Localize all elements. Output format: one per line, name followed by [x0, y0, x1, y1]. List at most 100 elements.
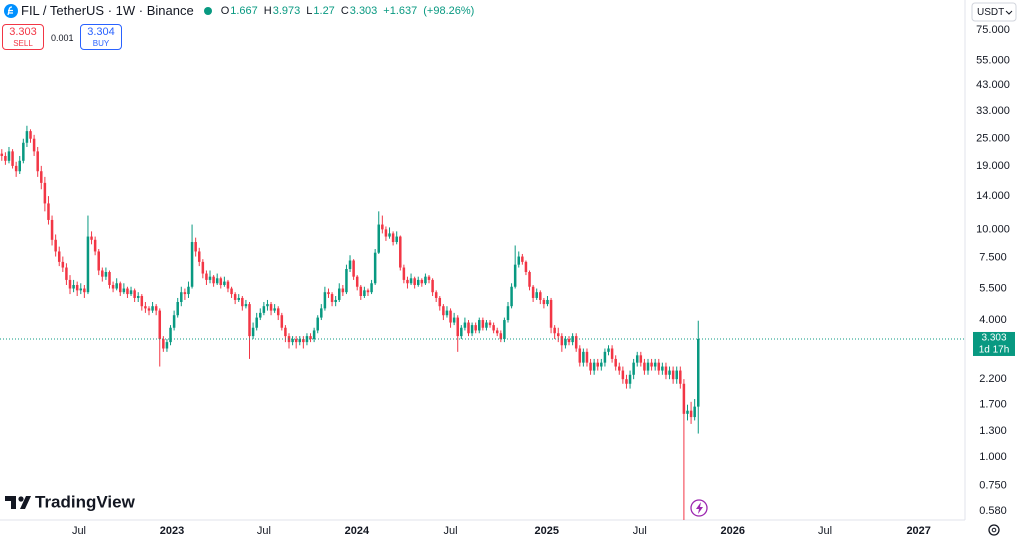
candle-body: [201, 261, 205, 274]
candle-body: [133, 290, 136, 298]
candle-body: [212, 276, 215, 284]
candle-body: [276, 308, 280, 316]
candle-body: [154, 306, 158, 311]
candle-body: [273, 308, 276, 311]
dropdown-arrow: [1005, 10, 1013, 15]
candles: [0, 125, 700, 520]
candle-body: [370, 283, 373, 293]
candle-body: [546, 299, 549, 305]
buy-label[interactable]: BUY: [92, 39, 110, 48]
buy-button[interactable]: 3.304 BUY: [80, 24, 122, 50]
candle-body: [474, 325, 477, 331]
y-tick-label: 5.500: [979, 282, 1007, 294]
candle-body: [54, 239, 57, 252]
candle-body: [621, 370, 625, 380]
candle-body: [97, 251, 100, 271]
candle-body: [549, 299, 553, 328]
candle-body: [675, 370, 678, 380]
candle-body: [72, 284, 75, 289]
candle-body: [4, 155, 7, 161]
candle-body: [506, 306, 510, 321]
brand-logo: [5, 496, 31, 509]
candle-body: [68, 279, 72, 289]
candle-body: [172, 315, 176, 328]
candle-body: [524, 261, 528, 272]
candle-body: [582, 351, 585, 363]
y-tick-label: 1.700: [979, 399, 1007, 411]
candle-body: [47, 203, 50, 220]
candle-body: [83, 288, 86, 293]
candle-body: [463, 322, 467, 328]
candle-body: [427, 276, 431, 280]
candle-body: [180, 292, 183, 302]
candle-body: [485, 322, 488, 328]
candle-body: [578, 348, 582, 363]
candle-body: [345, 269, 348, 293]
candle-body: [65, 267, 68, 280]
candle-body: [664, 366, 668, 375]
candle-body: [657, 362, 661, 371]
y-tick-label: 7.500: [979, 252, 1007, 264]
candle-body: [571, 336, 574, 343]
candle-body: [162, 339, 165, 349]
candle-body: [230, 288, 233, 295]
candle-body: [352, 260, 355, 277]
x-tick-label: 2025: [535, 525, 559, 537]
candle-body: [589, 362, 592, 371]
x-tick-label: Jul: [72, 525, 86, 537]
event-icon: [696, 502, 703, 514]
x-tick-label: 2024: [345, 525, 370, 537]
currency-label[interactable]: USDT: [977, 7, 1004, 18]
candle-body: [686, 410, 689, 414]
candle-body: [18, 160, 22, 172]
candle-body: [208, 276, 212, 280]
candle-body: [25, 131, 29, 143]
settings-icon[interactable]: [988, 524, 1000, 536]
candle-body: [614, 358, 617, 367]
candle-body: [553, 327, 556, 334]
x-tick-label: Jul: [257, 525, 271, 537]
candle-body: [499, 333, 503, 340]
sell-price[interactable]: 3.303: [9, 26, 37, 38]
candle-body: [567, 339, 571, 343]
candle-body: [341, 288, 345, 293]
buy-price[interactable]: 3.304: [87, 26, 115, 38]
status-dot: [203, 6, 212, 15]
candle-body: [470, 325, 474, 334]
brand-name: TradingView: [35, 492, 136, 511]
candle-body: [14, 165, 18, 172]
candle-body: [679, 370, 682, 384]
candle-body: [431, 279, 434, 293]
candle-body: [309, 336, 312, 340]
candle-body: [205, 273, 208, 280]
candle-body: [445, 310, 449, 316]
candle-body: [413, 278, 416, 285]
candle-body: [316, 317, 319, 331]
last-price-label: 3.303: [981, 333, 1006, 344]
candle-body: [147, 308, 151, 311]
candle-body: [226, 281, 230, 289]
candle-body: [564, 339, 567, 346]
y-tick-label: 2.200: [979, 373, 1007, 385]
candle-body: [223, 281, 226, 285]
candle-body: [294, 339, 298, 343]
candle-body: [625, 379, 628, 384]
change-percent: (+98.26%): [423, 4, 475, 17]
candle-body: [542, 299, 546, 305]
y-tick-label: 1.000: [979, 451, 1007, 463]
x-tick-label: Jul: [633, 525, 647, 537]
sell-label[interactable]: SELL: [13, 39, 33, 48]
candle-body: [539, 292, 542, 300]
candle-body: [452, 317, 456, 323]
candle-body: [560, 336, 564, 346]
ohlc-value: 3.973: [272, 4, 301, 17]
sell-button[interactable]: 3.303 SELL: [2, 24, 44, 50]
currency-button[interactable]: [971, 2, 1017, 22]
candle-body: [646, 362, 650, 371]
candle-body: [237, 297, 240, 300]
last-price-tag: [973, 331, 1015, 356]
candle-body: [176, 301, 179, 316]
y-tick-label: 75.000: [976, 24, 1010, 36]
candle-body: [255, 317, 258, 328]
